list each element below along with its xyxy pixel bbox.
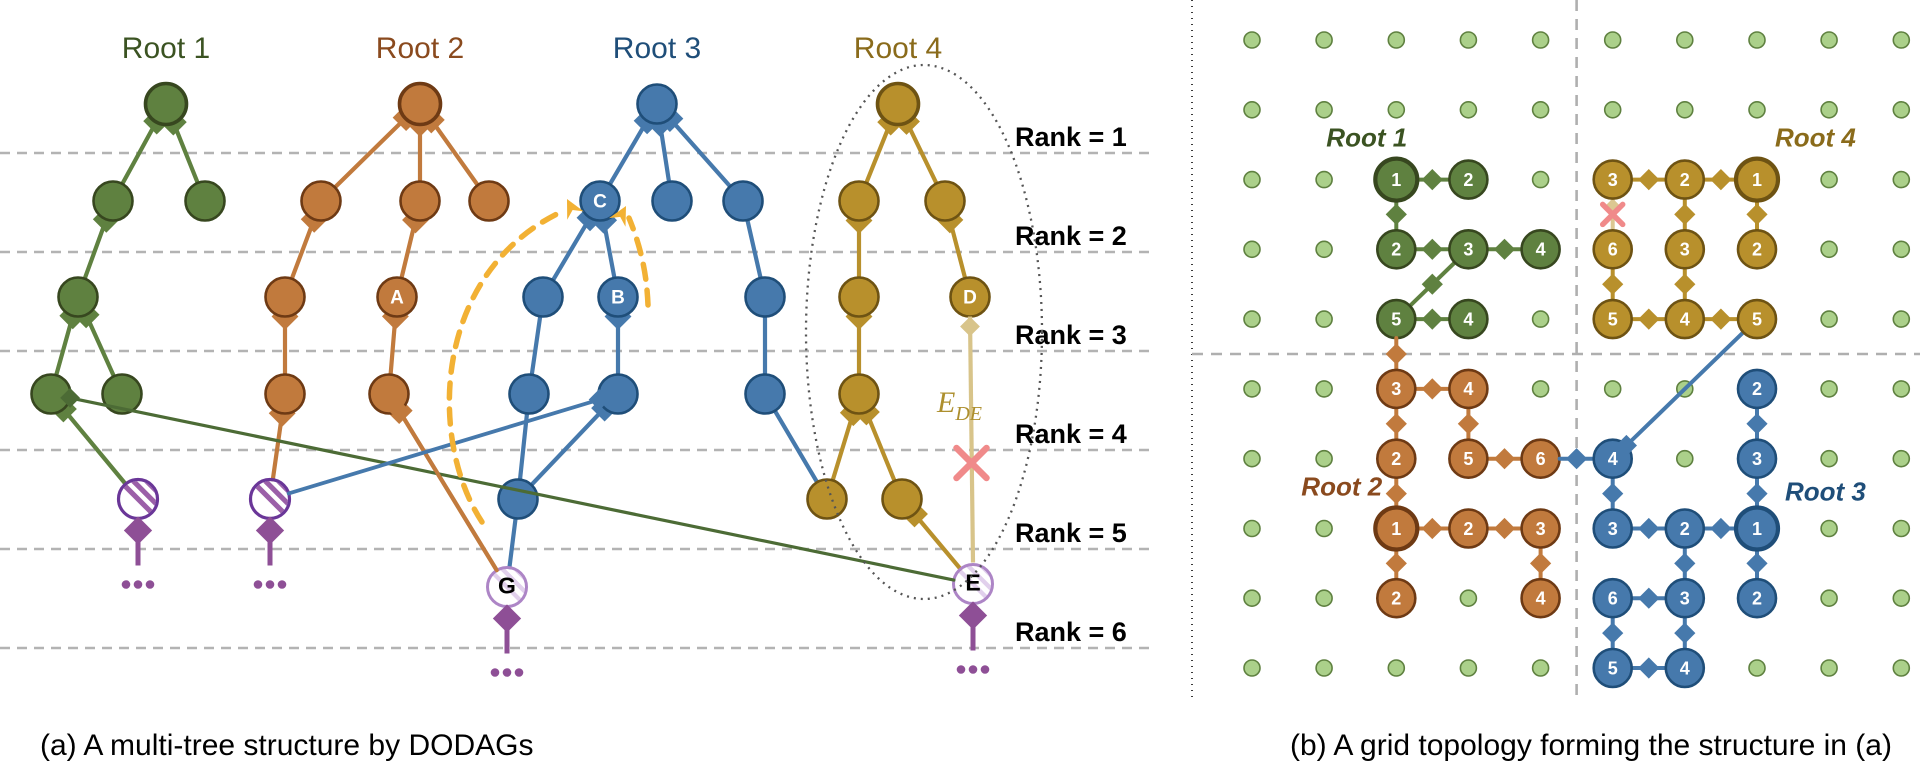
svg-text:4: 4 <box>1536 589 1546 609</box>
svg-text:D: D <box>963 288 977 309</box>
svg-text:Root 4: Root 4 <box>854 32 942 65</box>
svg-text:2: 2 <box>1680 519 1690 539</box>
svg-text:4: 4 <box>1536 240 1546 260</box>
svg-text:1: 1 <box>1752 170 1762 190</box>
svg-text:2: 2 <box>1680 170 1690 190</box>
svg-text:4: 4 <box>1608 449 1618 469</box>
svg-text:1: 1 <box>1391 519 1401 539</box>
svg-text:1: 1 <box>1752 519 1762 539</box>
svg-text:3: 3 <box>1752 449 1762 469</box>
svg-text:2: 2 <box>1463 170 1473 190</box>
svg-text:2: 2 <box>1391 240 1401 260</box>
svg-text:Root 2: Root 2 <box>1301 472 1382 502</box>
svg-text:2: 2 <box>1752 240 1762 260</box>
svg-text:4: 4 <box>1680 658 1690 678</box>
svg-text:2: 2 <box>1463 519 1473 539</box>
svg-text:A: A <box>390 288 404 309</box>
svg-text:6: 6 <box>1608 240 1618 260</box>
svg-text:3: 3 <box>1536 519 1546 539</box>
svg-text:G: G <box>498 573 516 599</box>
svg-text:3: 3 <box>1680 589 1690 609</box>
svg-text:5: 5 <box>1608 658 1618 678</box>
svg-text:5: 5 <box>1391 309 1401 329</box>
svg-text:2: 2 <box>1391 449 1401 469</box>
svg-text:3: 3 <box>1608 170 1618 190</box>
svg-text:5: 5 <box>1463 449 1473 469</box>
svg-text:4: 4 <box>1463 379 1473 399</box>
svg-text:6: 6 <box>1608 589 1618 609</box>
svg-text:Rank = 2: Rank = 2 <box>1015 221 1127 251</box>
svg-text:4: 4 <box>1680 309 1690 329</box>
svg-text:Rank = 3: Rank = 3 <box>1015 320 1127 350</box>
svg-text:Root 2: Root 2 <box>376 32 464 65</box>
svg-text:2: 2 <box>1391 589 1401 609</box>
svg-text:Rank = 5: Rank = 5 <box>1015 518 1127 548</box>
svg-text:3: 3 <box>1391 379 1401 399</box>
svg-text:5: 5 <box>1752 309 1762 329</box>
svg-text:B: B <box>611 288 625 309</box>
svg-text:Root 3: Root 3 <box>613 32 701 65</box>
svg-text:C: C <box>593 192 607 213</box>
svg-text:(a) A multi-tree structure by: (a) A multi-tree structure by DODAGs <box>40 729 533 762</box>
svg-text:Root 1: Root 1 <box>122 32 210 65</box>
svg-text:6: 6 <box>1536 449 1546 469</box>
svg-text:Root 1: Root 1 <box>1326 123 1407 153</box>
svg-text:2: 2 <box>1752 589 1762 609</box>
svg-text:Root 4: Root 4 <box>1775 123 1856 153</box>
svg-text:3: 3 <box>1608 519 1618 539</box>
svg-text:3: 3 <box>1463 240 1473 260</box>
svg-text:3: 3 <box>1680 240 1690 260</box>
svg-text:(b) A grid topology forming th: (b) A grid topology forming the structur… <box>1290 729 1892 762</box>
svg-text:1: 1 <box>1391 170 1401 190</box>
svg-text:E: E <box>965 570 980 596</box>
svg-text:5: 5 <box>1608 309 1618 329</box>
svg-text:Rank = 1: Rank = 1 <box>1015 122 1127 152</box>
svg-text:4: 4 <box>1463 309 1473 329</box>
svg-text:2: 2 <box>1752 379 1762 399</box>
svg-text:Root 3: Root 3 <box>1785 477 1866 507</box>
svg-text:Rank = 6: Rank = 6 <box>1015 617 1127 647</box>
